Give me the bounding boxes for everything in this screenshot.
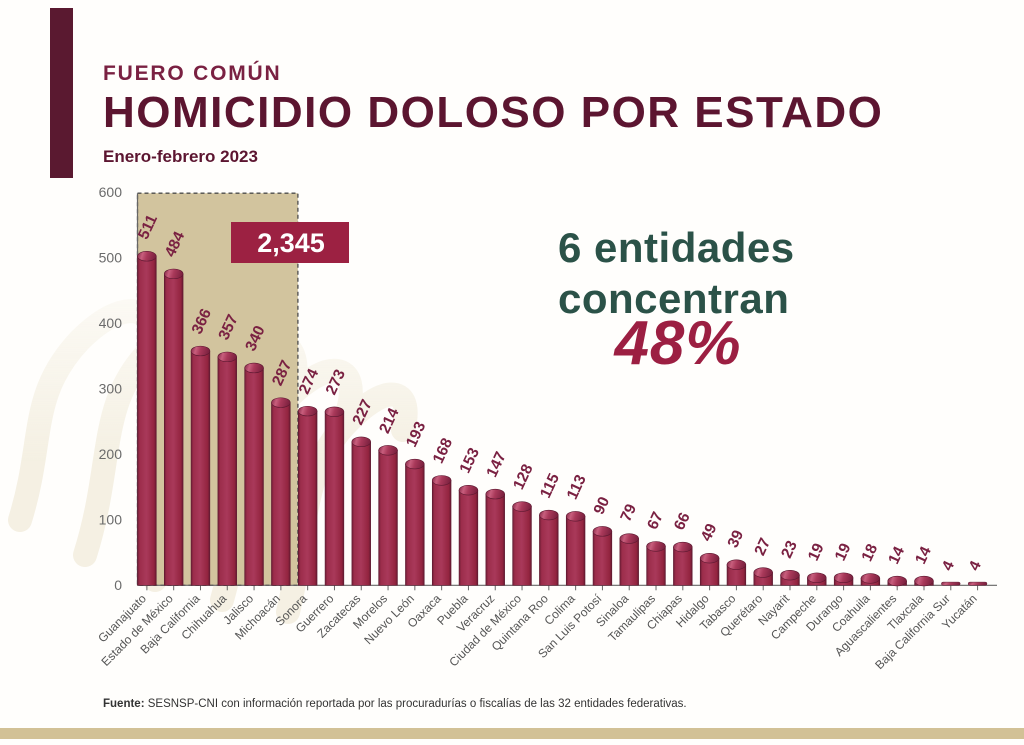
svg-text:19: 19	[832, 540, 855, 563]
svg-text:400: 400	[99, 315, 123, 331]
svg-text:214: 214	[376, 405, 402, 436]
svg-text:115: 115	[537, 471, 563, 501]
svg-text:153: 153	[457, 445, 483, 476]
svg-text:273: 273	[323, 367, 349, 398]
svg-text:2,345: 2,345	[257, 228, 325, 258]
svg-text:27: 27	[751, 536, 774, 559]
svg-text:193: 193	[403, 419, 429, 450]
svg-text:39: 39	[725, 527, 748, 550]
svg-text:168: 168	[430, 435, 456, 466]
svg-text:0: 0	[114, 577, 122, 593]
svg-text:18: 18	[859, 541, 882, 564]
svg-text:200: 200	[99, 446, 123, 462]
svg-text:90: 90	[591, 494, 614, 517]
svg-text:274: 274	[296, 366, 322, 397]
svg-text:19: 19	[805, 540, 828, 563]
svg-text:113: 113	[564, 472, 590, 502]
svg-text:14: 14	[885, 544, 908, 567]
svg-text:4: 4	[939, 558, 958, 573]
svg-text:79: 79	[617, 501, 640, 524]
svg-text:23: 23	[778, 538, 801, 561]
svg-text:600: 600	[99, 184, 123, 200]
svg-text:100: 100	[99, 512, 123, 528]
svg-text:128: 128	[510, 461, 536, 492]
svg-text:66: 66	[671, 510, 694, 533]
svg-text:147: 147	[483, 449, 509, 480]
svg-text:67: 67	[644, 509, 667, 532]
svg-text:14: 14	[912, 544, 935, 567]
svg-text:300: 300	[99, 381, 123, 397]
svg-text:500: 500	[99, 250, 123, 266]
svg-text:49: 49	[698, 521, 721, 544]
svg-text:227: 227	[349, 397, 375, 428]
svg-text:4: 4	[966, 558, 985, 573]
